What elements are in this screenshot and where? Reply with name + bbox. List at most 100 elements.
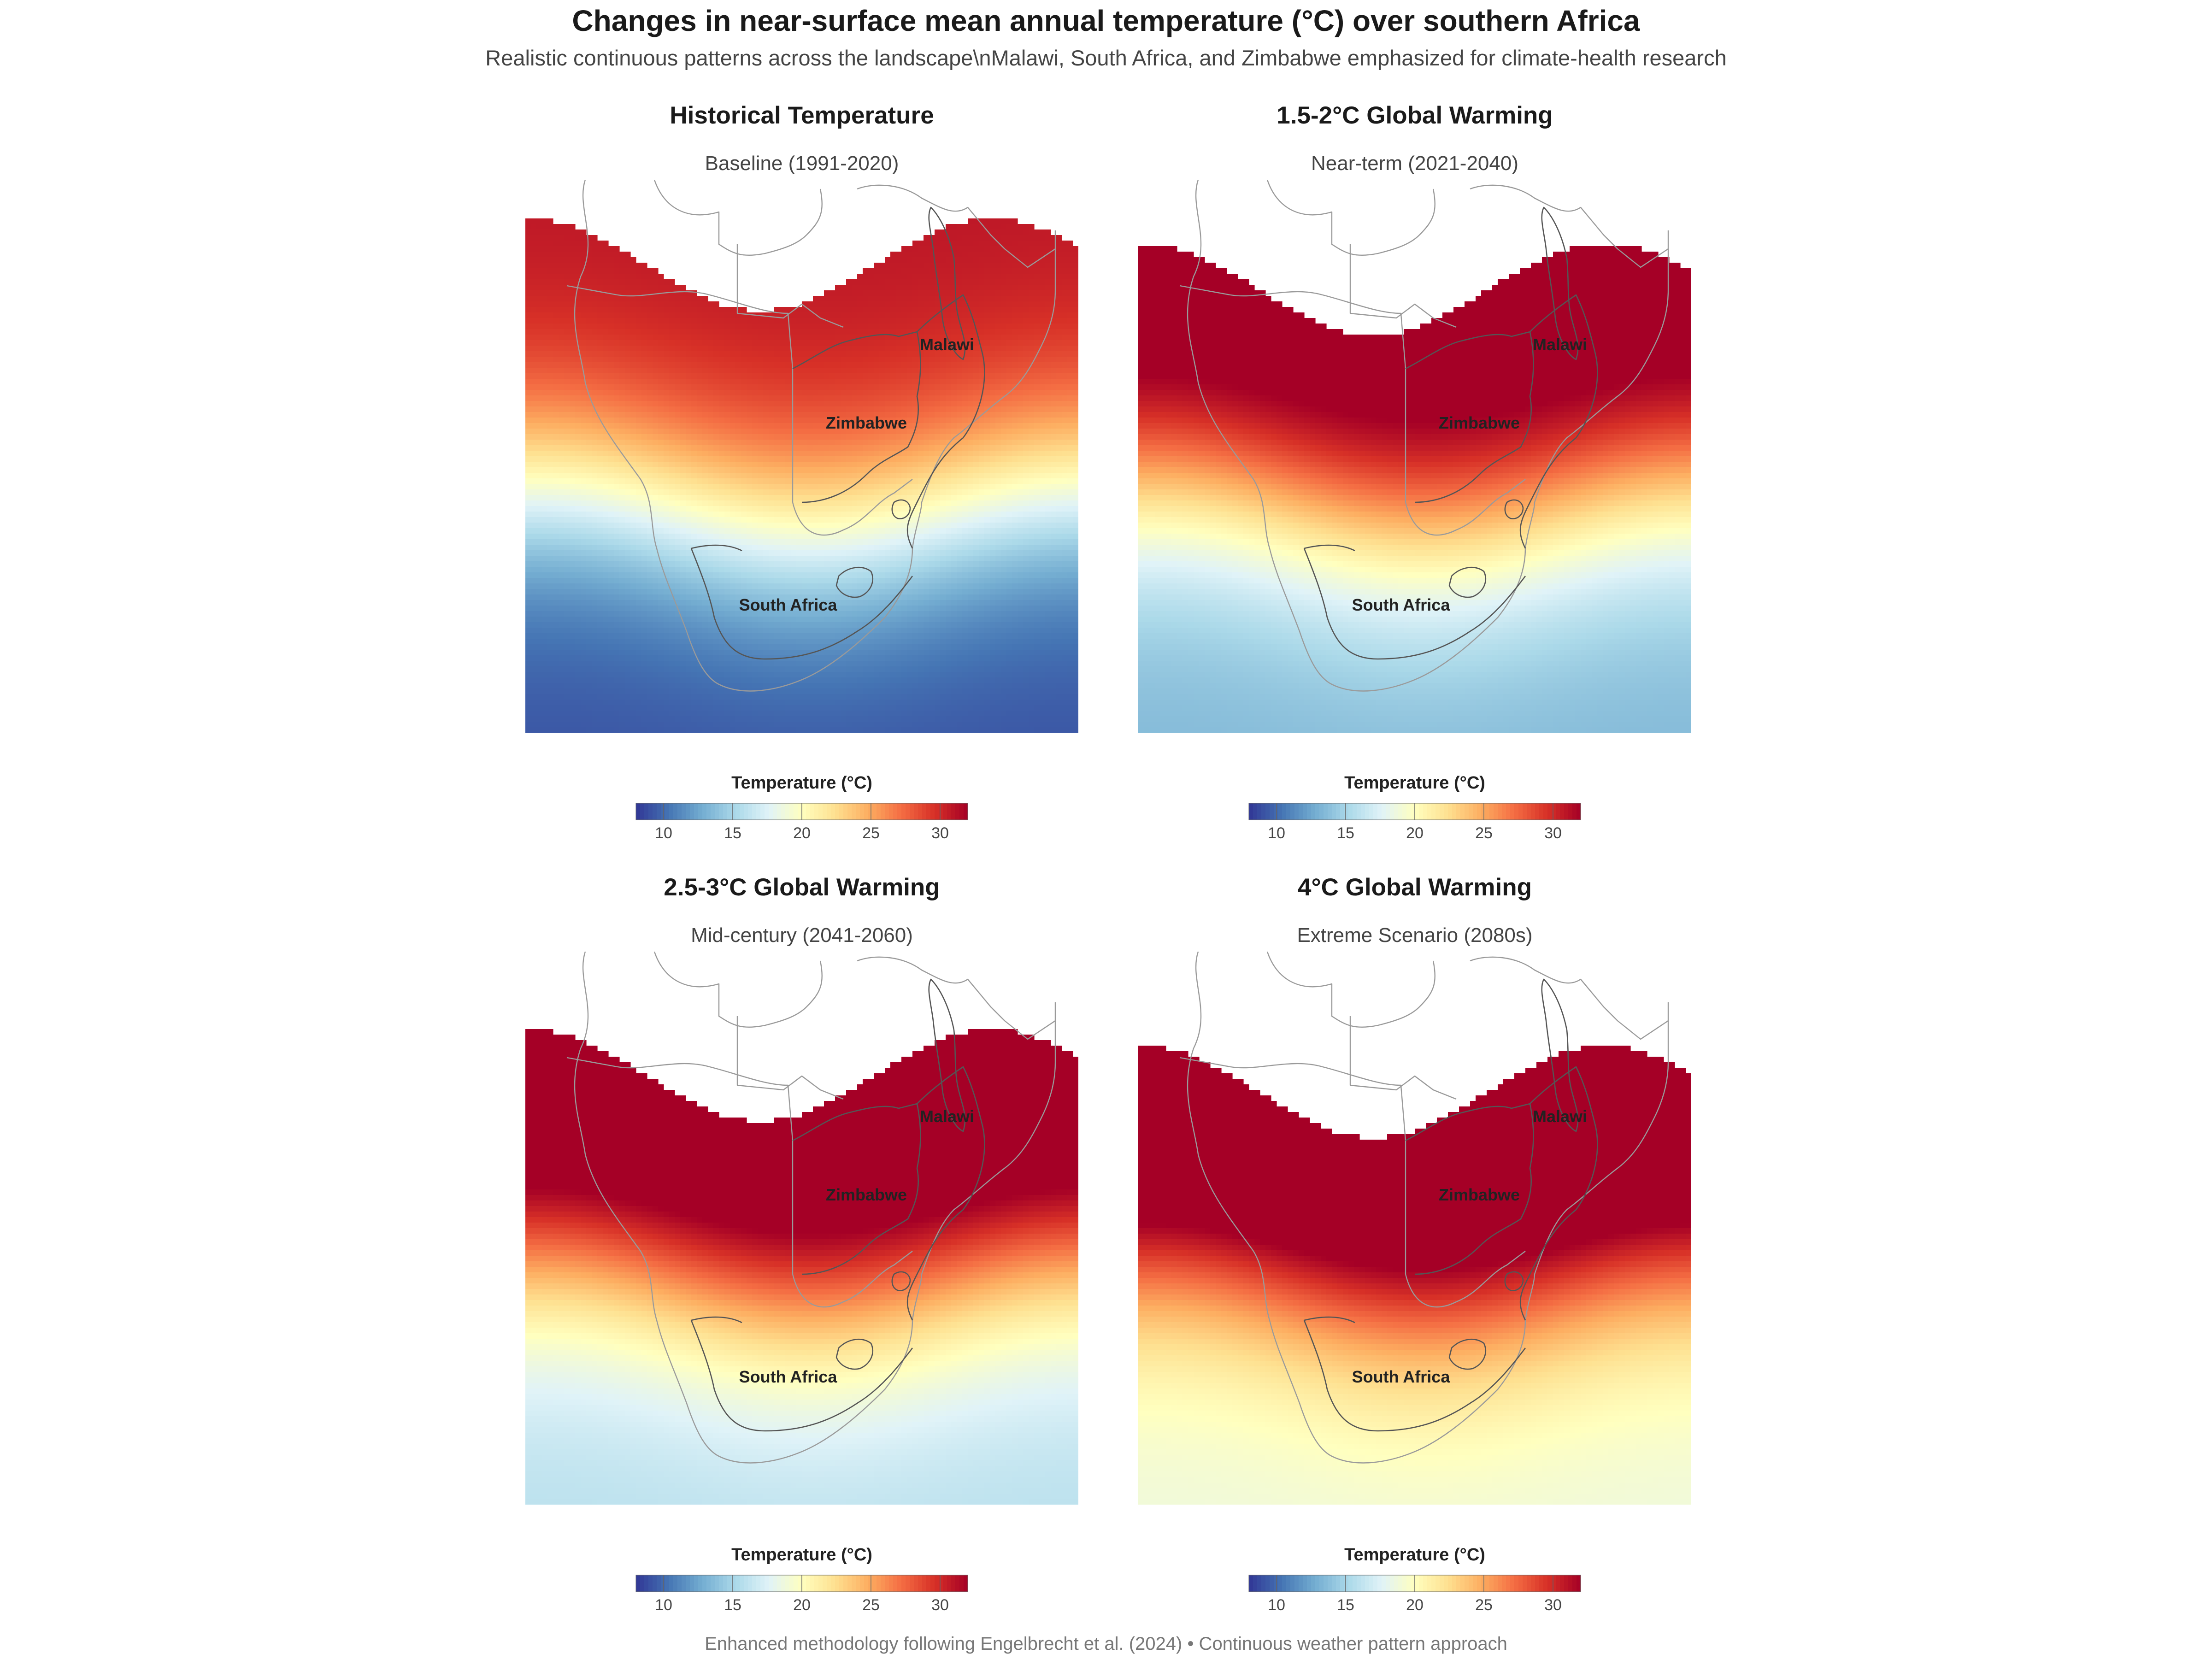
raster-cell <box>769 716 775 722</box>
raster-cell <box>835 312 841 318</box>
raster-cell <box>785 473 791 479</box>
raster-cell <box>581 312 587 318</box>
raster-cell <box>747 700 753 706</box>
raster-cell <box>763 329 769 335</box>
raster-cell <box>608 335 614 341</box>
raster-cell <box>653 572 659 578</box>
raster-cell <box>536 700 542 706</box>
raster-cell <box>547 589 553 595</box>
raster-cell <box>702 523 708 529</box>
raster-cell <box>852 517 858 523</box>
raster-cell <box>647 716 653 722</box>
raster-cell <box>680 633 686 639</box>
raster-cell <box>669 440 675 446</box>
raster-cell <box>763 324 769 329</box>
raster-cell <box>559 467 565 473</box>
raster-cell <box>614 384 620 390</box>
raster-cell <box>824 390 830 396</box>
raster-cell <box>564 478 570 484</box>
raster-cell <box>780 677 786 683</box>
raster-cell <box>835 594 841 600</box>
raster-cell <box>702 688 708 694</box>
raster-cell <box>614 429 620 435</box>
raster-cell <box>675 324 681 329</box>
raster-cell <box>669 395 675 401</box>
raster-cell <box>575 484 581 490</box>
raster-cell <box>758 406 764 412</box>
raster-cell <box>846 324 852 329</box>
raster-cell <box>647 650 653 656</box>
raster-cell <box>608 561 614 567</box>
raster-cell <box>818 617 824 623</box>
raster-cell <box>813 390 819 396</box>
raster-cell <box>686 434 692 440</box>
raster-cell <box>769 418 775 424</box>
raster-cell <box>531 263 537 269</box>
raster-cell <box>697 617 703 623</box>
raster-cell <box>741 523 747 529</box>
raster-cell <box>641 340 647 346</box>
raster-cell <box>653 639 659 645</box>
raster-cell <box>697 683 703 689</box>
raster-cell <box>741 550 747 556</box>
raster-cell <box>824 550 830 556</box>
raster-cell <box>713 440 719 446</box>
raster-cell <box>597 495 603 501</box>
raster-cell <box>747 395 753 401</box>
raster-cell <box>824 517 830 523</box>
raster-cell <box>592 384 598 390</box>
raster-cell <box>785 672 791 678</box>
raster-cell <box>807 324 813 329</box>
raster-cell <box>603 346 609 352</box>
raster-cell <box>841 622 847 628</box>
raster-cell <box>724 677 730 683</box>
raster-cell <box>680 312 686 318</box>
raster-cell <box>807 456 813 462</box>
raster-cell <box>653 617 659 623</box>
raster-cell <box>559 357 565 363</box>
raster-cell <box>536 467 542 473</box>
raster-cell <box>641 578 647 584</box>
raster-cell <box>702 534 708 540</box>
raster-cell <box>608 600 614 606</box>
raster-cell <box>525 357 531 363</box>
raster-cell <box>597 451 603 457</box>
raster-cell <box>752 357 758 363</box>
raster-cell <box>586 545 592 551</box>
raster-cell <box>763 335 769 341</box>
raster-cell <box>581 572 587 578</box>
raster-cell <box>614 462 620 468</box>
raster-cell <box>553 550 559 556</box>
raster-cell <box>608 716 614 722</box>
raster-cell <box>525 218 531 224</box>
raster-cell <box>542 274 548 280</box>
raster-cell <box>724 523 730 529</box>
raster-cell <box>570 567 576 573</box>
raster-cell <box>702 561 708 567</box>
raster-cell <box>559 705 565 711</box>
raster-cell <box>592 644 598 650</box>
raster-cell <box>641 567 647 573</box>
raster-cell <box>702 617 708 623</box>
raster-cell <box>769 611 775 617</box>
raster-cell <box>802 312 808 318</box>
raster-cell <box>730 335 736 341</box>
raster-cell <box>647 445 653 451</box>
raster-cell <box>680 655 686 661</box>
raster-cell <box>763 495 769 501</box>
raster-cell <box>852 329 858 335</box>
raster-cell <box>536 229 542 235</box>
raster-cell <box>752 329 758 335</box>
raster-cell <box>664 406 670 412</box>
raster-cell <box>597 655 603 661</box>
raster-cell <box>553 611 559 617</box>
raster-cell <box>608 655 614 661</box>
raster-cell <box>741 395 747 401</box>
raster-cell <box>630 324 636 329</box>
panel-subtitle: Baseline (1991-2020) <box>387 152 1217 175</box>
raster-cell <box>846 722 852 728</box>
raster-cell <box>553 384 559 390</box>
raster-cell <box>724 611 730 617</box>
raster-cell <box>608 711 614 717</box>
raster-cell <box>780 324 786 329</box>
